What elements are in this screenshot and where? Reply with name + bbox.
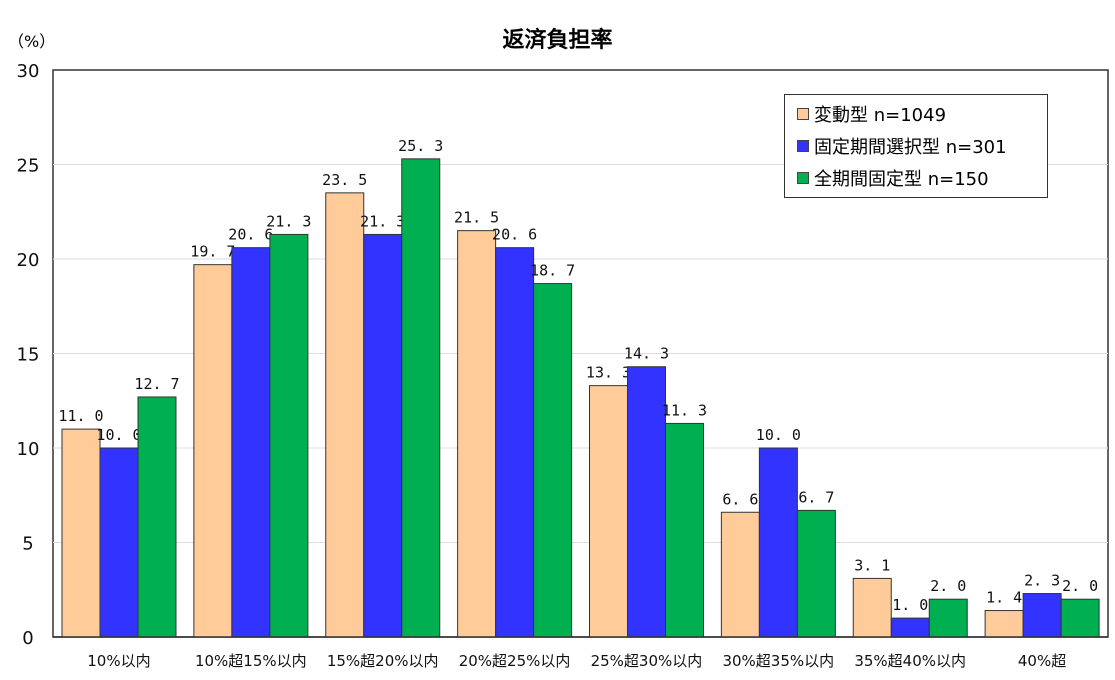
bar [1060, 598, 1100, 638]
x-tick-label: 20%超25%以内 [459, 652, 571, 670]
y-tick-label: 5 [22, 534, 33, 555]
bar [533, 283, 573, 638]
x-tick-label: 10%超15%以内 [195, 652, 307, 670]
legend-item-0: 変動型 n=1049 [797, 101, 946, 127]
bar [401, 158, 441, 638]
bar [665, 422, 704, 638]
data-label: 1. 0 [892, 596, 928, 614]
data-label: 1. 4 [986, 589, 1022, 607]
bar [758, 447, 798, 638]
bar [890, 617, 930, 638]
data-label: 12. 7 [134, 375, 179, 393]
bar [852, 577, 892, 638]
data-label: 2. 0 [1062, 577, 1098, 595]
bar [720, 511, 760, 638]
data-label: 11. 3 [662, 401, 707, 419]
y-tick-label: 20 [17, 250, 40, 271]
bar [193, 264, 233, 638]
data-label: 25. 3 [398, 137, 443, 155]
bar [495, 247, 535, 638]
legend-swatch [797, 172, 809, 184]
legend-item-2: 全期間固定型 n=150 [797, 165, 989, 191]
bar [1022, 593, 1062, 638]
data-label: 20. 6 [228, 226, 273, 244]
legend-swatch [797, 140, 809, 152]
bar [231, 247, 271, 638]
data-label: 10. 0 [756, 426, 801, 444]
data-label: 13. 3 [586, 364, 631, 382]
data-label: 21. 3 [266, 212, 311, 230]
bar [61, 428, 101, 638]
data-label: 20. 6 [492, 226, 537, 244]
x-tick-label: 25%超30%以内 [591, 652, 703, 670]
legend-label: 固定期間選択型 n=301 [814, 137, 1007, 158]
data-label: 21. 3 [360, 212, 405, 230]
data-label: 3. 1 [854, 556, 890, 574]
y-tick-label: 25 [17, 156, 40, 177]
y-axis-unit: （%） [8, 32, 56, 51]
data-label: 6. 6 [722, 490, 758, 508]
x-tick-label: 40%超 [1018, 652, 1066, 670]
data-label: 21. 5 [454, 209, 499, 227]
legend-label: 全期間固定型 n=150 [814, 169, 989, 190]
x-tick-label: 30%超35%以内 [722, 652, 834, 670]
legend-item-1: 固定期間選択型 n=301 [797, 133, 1007, 159]
data-label: 10. 0 [96, 426, 141, 444]
bar [325, 192, 365, 638]
chart-title: 返済負担率 [502, 28, 613, 53]
data-label: 18. 7 [530, 262, 575, 280]
legend: 変動型 n=1049 固定期間選択型 n=301 全期間固定型 n=150 [784, 94, 1048, 198]
legend-swatch [797, 108, 809, 120]
bar [363, 233, 403, 638]
y-tick-label: 30 [17, 61, 40, 82]
data-label: 14. 3 [624, 345, 669, 363]
bar [984, 610, 1024, 638]
bar [269, 233, 309, 638]
data-label: 11. 0 [58, 407, 103, 425]
y-tick-label: 15 [17, 345, 40, 366]
x-tick-label: 35%超40%以内 [854, 652, 966, 670]
bar [99, 447, 139, 638]
bar [457, 230, 497, 638]
data-label: 23. 5 [322, 171, 367, 189]
bar [928, 598, 968, 638]
x-tick-label: 10%以内 [87, 652, 150, 670]
data-label: 6. 7 [798, 488, 834, 506]
bar [589, 385, 628, 638]
y-tick-label: 0 [22, 628, 33, 649]
data-label: 19. 7 [190, 243, 235, 261]
y-tick-label: 10 [17, 439, 40, 460]
bar [796, 509, 836, 638]
bar [627, 366, 666, 638]
data-label: 2. 0 [930, 577, 966, 595]
legend-label: 変動型 n=1049 [814, 105, 947, 126]
x-tick-label: 15%超20%以内 [327, 652, 439, 670]
bar [137, 396, 177, 638]
data-label: 2. 3 [1024, 572, 1060, 590]
